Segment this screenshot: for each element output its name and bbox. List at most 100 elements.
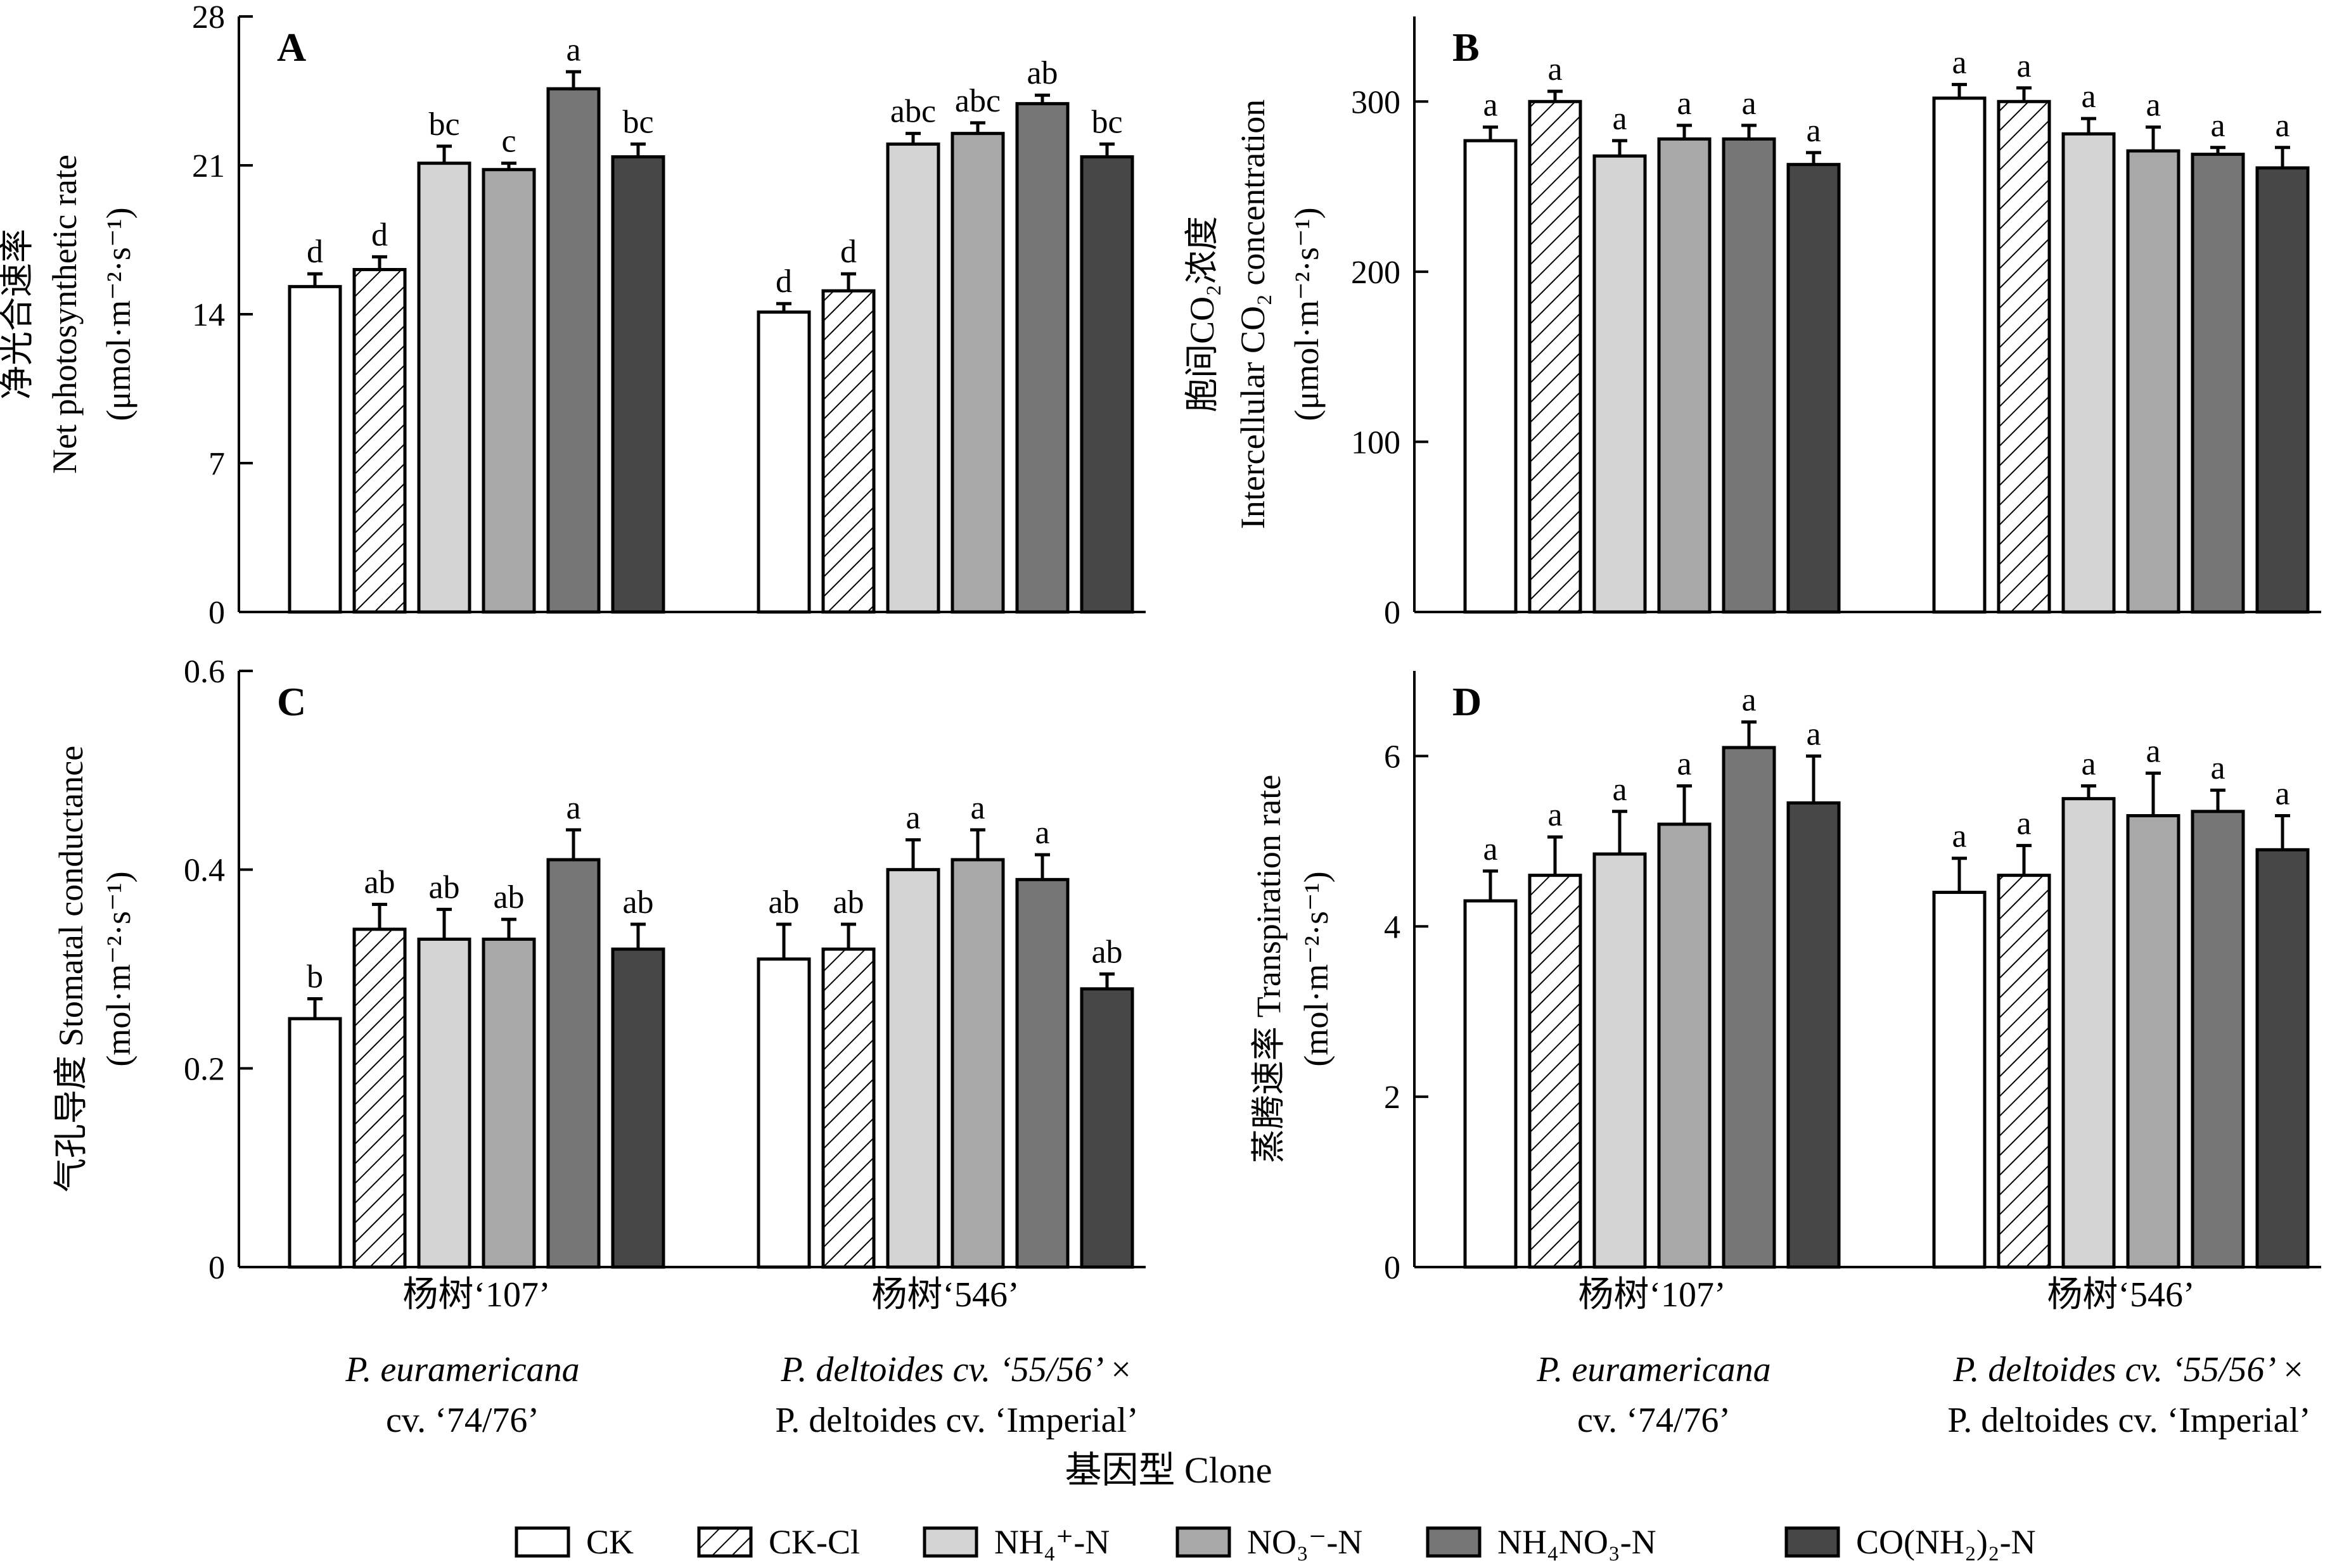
- y-tick-label: 0: [1384, 595, 1400, 631]
- significance-letter: a: [566, 32, 580, 68]
- y-tick-label: 300: [1351, 84, 1400, 120]
- significance-letter: abc: [890, 94, 936, 130]
- significance-letter: a: [2016, 806, 2031, 842]
- x-category-label: 杨树‘546’: [2047, 1275, 2194, 1315]
- significance-letter: d: [840, 234, 857, 270]
- significance-letter: ab: [428, 869, 459, 905]
- y-axis-label-en: Stomatal conductance: [52, 746, 90, 1047]
- bar-a-1-5: [1080, 155, 1134, 614]
- significance-letter: a: [1952, 819, 1966, 855]
- significance-letter: a: [2275, 108, 2289, 144]
- y-axis-label-unit: (μmol·m⁻²·s⁻¹): [1288, 207, 1326, 421]
- bar-c-0-1: [352, 927, 407, 1269]
- legend-label: NH₄⁺-N: [994, 1523, 1110, 1561]
- significance-letter: a: [1806, 716, 1821, 752]
- bar-a-1-2: [886, 142, 940, 614]
- y-axis-label-en: Net photosynthetic rate: [46, 155, 84, 474]
- significance-letter: a: [1612, 101, 1627, 137]
- bar-a-0-1: [352, 268, 407, 614]
- bar-b-1-0: [1932, 96, 1987, 614]
- bar-d-0-5: [1786, 801, 1841, 1269]
- y-tick-label: 0.6: [184, 654, 225, 690]
- panel-d: 0 2 4 6 D 蒸腾速率 Transpiration rate (mol·m⁻²·s⁻¹)…: [1250, 671, 2321, 1315]
- y-tick-label: 0: [208, 595, 225, 631]
- y-axis-label-en: Intercellular CO₂ concentration: [1234, 99, 1272, 530]
- clone-name-line2: cv. ‘74/76’: [1577, 1401, 1731, 1440]
- x-axis-label: 基因型 Clone: [1065, 1450, 1272, 1491]
- bar-d-1-2: [2061, 797, 2116, 1269]
- bar-b-0-3: [1657, 137, 1712, 614]
- x-category-label: 杨树‘546’: [871, 1275, 1019, 1315]
- y-tick-label: 0: [208, 1250, 225, 1286]
- bar-c-1-1: [821, 947, 876, 1269]
- significance-letter: a: [1483, 87, 1497, 124]
- panel-a: 0 7 14 21 28 A 净光合速率 Net photosynthetic rate (μm…: [0, 0, 1146, 631]
- y-axis-label-cn: 气孔导度: [52, 1055, 90, 1192]
- y-axis-unit: (mol·m⁻²·s⁻¹): [1297, 871, 1335, 1066]
- significance-letter: a: [1483, 831, 1497, 867]
- y-axis-label-unit: (μmol·m⁻²·s⁻¹): [99, 207, 138, 421]
- bar-b-1-1: [1997, 99, 2051, 614]
- bar-b-0-5: [1786, 163, 1841, 614]
- significance-letter: a: [2016, 48, 2031, 84]
- clone-name-line1: P. euramericana: [345, 1350, 579, 1389]
- panel-letter: A: [277, 25, 306, 70]
- clone-name-line1: P. deltoides cv. ‘55/56’ ×: [1952, 1350, 2305, 1389]
- bar-c-1-4: [1015, 877, 1070, 1269]
- legend-label: CK: [586, 1523, 634, 1561]
- y-tick-label: 0: [1384, 1250, 1400, 1286]
- significance-letter: a: [2081, 746, 2096, 782]
- y-axis-label-en: Transpiration rate: [1250, 775, 1288, 1017]
- legend-swatch: [1784, 1526, 1840, 1558]
- y-tick-label: 14: [192, 297, 225, 333]
- bar-c-0-0: [288, 1017, 342, 1269]
- bar-a-1-4: [1015, 102, 1070, 614]
- bar-c-1-2: [886, 868, 940, 1269]
- y-tick-label: 4: [1384, 909, 1400, 945]
- y-tick-label: 21: [192, 148, 225, 184]
- significance-letter: d: [371, 217, 388, 253]
- significance-letter: a: [566, 790, 580, 826]
- y-axis-label: 蒸腾速率 Transpiration rate: [1250, 775, 1288, 1163]
- bar-c-1-0: [757, 957, 811, 1269]
- significance-letter: a: [1035, 815, 1049, 851]
- legend-label: CO(NH₂)₂-N: [1856, 1523, 2036, 1561]
- significance-letter: abc: [955, 83, 1001, 119]
- y-tick-label: 28: [192, 0, 225, 35]
- significance-letter: a: [2146, 733, 2160, 769]
- y-axis-unit: (mol·m⁻²·s⁻¹): [99, 871, 138, 1066]
- bar-d-1-5: [2255, 848, 2310, 1269]
- legend-swatch: [697, 1526, 753, 1558]
- significance-letter: bc: [1091, 104, 1122, 140]
- legend-label: NO₃⁻-N: [1247, 1523, 1362, 1561]
- significance-letter: b: [307, 959, 323, 995]
- y-tick-label: 2: [1384, 1080, 1400, 1116]
- bar-d-1-3: [2126, 814, 2180, 1269]
- bar-a-1-0: [757, 310, 811, 614]
- significance-letter: d: [307, 234, 323, 270]
- significance-letter: a: [2210, 108, 2225, 144]
- significance-letter: d: [776, 264, 792, 300]
- bar-b-1-4: [2191, 153, 2245, 614]
- significance-letter: ab: [1091, 934, 1122, 970]
- panel-letter: C: [277, 679, 306, 724]
- significance-letter: a: [1677, 746, 1691, 782]
- x-category-label: 杨树‘107’: [1578, 1275, 1726, 1315]
- panel-letter: B: [1452, 25, 1480, 70]
- y-axis-label-cn: 净光合速率: [0, 229, 36, 400]
- x-category-label: 杨树‘107’: [402, 1275, 550, 1315]
- bar-d-1-0: [1932, 891, 1987, 1269]
- bar-a-1-1: [821, 289, 876, 614]
- bar-b-0-0: [1463, 139, 1518, 614]
- y-axis-label: 气孔导度 Stomatal conductance: [52, 746, 90, 1192]
- y-tick-label: 7: [208, 446, 225, 482]
- bar-b-0-2: [1592, 154, 1647, 614]
- panel-c: 0 0.2 0.4 0.6 C 气孔导度 Stomatal conductance (mol·…: [52, 654, 1146, 1315]
- bar-d-0-4: [1722, 746, 1776, 1269]
- significance-letter: bc: [428, 106, 459, 143]
- bar-d-0-3: [1657, 822, 1712, 1269]
- y-tick-label: 200: [1351, 255, 1400, 291]
- bar-d-0-2: [1592, 852, 1647, 1269]
- bar-c-1-5: [1080, 987, 1134, 1269]
- clone-name-line2: P. deltoides cv. ‘Imperial’: [775, 1401, 1138, 1440]
